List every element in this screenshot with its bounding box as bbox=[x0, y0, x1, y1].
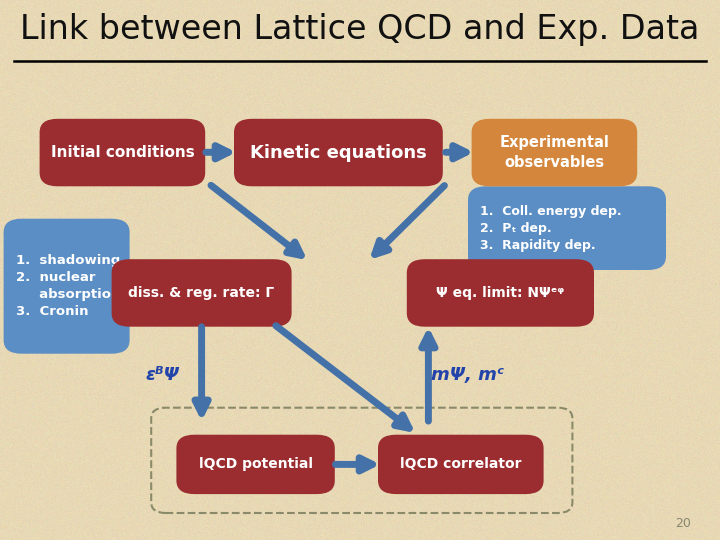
Text: diss. & reg. rate: Γ: diss. & reg. rate: Γ bbox=[128, 286, 275, 300]
Text: 1.  shadowing
2.  nuclear
     absorption
3.  Cronin: 1. shadowing 2. nuclear absorption 3. Cr… bbox=[16, 254, 120, 318]
Text: Initial conditions: Initial conditions bbox=[50, 145, 194, 160]
Text: lQCD potential: lQCD potential bbox=[199, 457, 312, 471]
Text: Experimental
observables: Experimental observables bbox=[500, 135, 609, 170]
Text: 1.  Coll. energy dep.
2.  Pₜ dep.
3.  Rapidity dep.: 1. Coll. energy dep. 2. Pₜ dep. 3. Rapid… bbox=[480, 205, 622, 252]
Text: Ψ eq. limit: NΨᵉᵠ: Ψ eq. limit: NΨᵉᵠ bbox=[436, 286, 564, 300]
FancyBboxPatch shape bbox=[468, 186, 666, 270]
FancyBboxPatch shape bbox=[234, 119, 443, 186]
Text: Link between Lattice QCD and Exp. Data: Link between Lattice QCD and Exp. Data bbox=[20, 13, 700, 46]
FancyBboxPatch shape bbox=[40, 119, 205, 186]
FancyBboxPatch shape bbox=[176, 435, 335, 494]
Text: mΨ, mᶜ: mΨ, mᶜ bbox=[431, 366, 505, 384]
FancyBboxPatch shape bbox=[378, 435, 544, 494]
FancyBboxPatch shape bbox=[112, 259, 292, 327]
Text: 20: 20 bbox=[675, 517, 691, 530]
Text: Kinetic equations: Kinetic equations bbox=[250, 144, 427, 161]
Text: lQCD correlator: lQCD correlator bbox=[400, 457, 521, 471]
FancyBboxPatch shape bbox=[4, 219, 130, 354]
FancyBboxPatch shape bbox=[472, 119, 637, 186]
Text: εᴮΨ: εᴮΨ bbox=[145, 366, 179, 384]
FancyBboxPatch shape bbox=[407, 259, 594, 327]
